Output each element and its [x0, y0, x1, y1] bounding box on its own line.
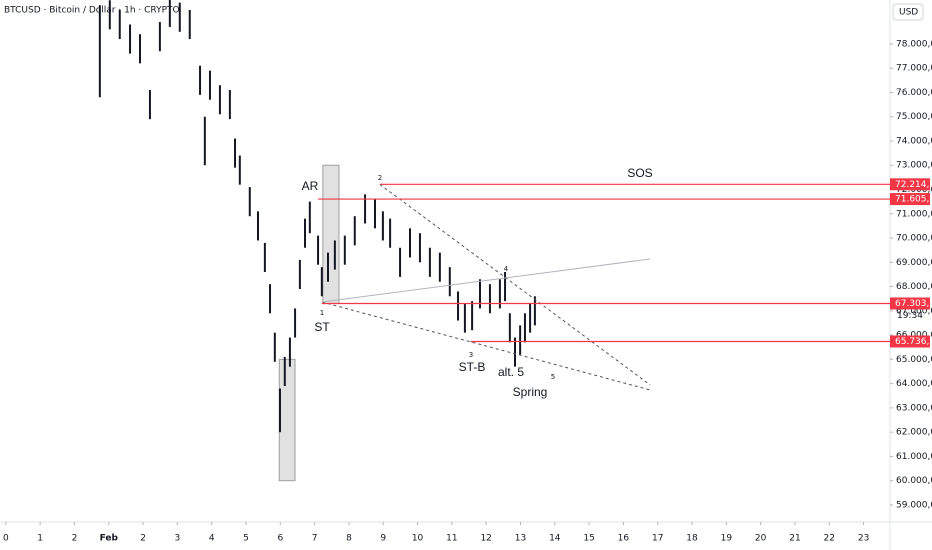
- level-tag: [890, 178, 930, 191]
- x-tick-label: 11: [446, 534, 457, 544]
- y-tick-label: 75.000,00: [896, 112, 932, 122]
- x-tick-label: 2: [72, 534, 78, 544]
- y-tick-label: 60.000,00: [896, 476, 932, 486]
- x-tick-label: 15: [583, 534, 594, 544]
- y-tick-label: 61.000,00: [896, 452, 932, 462]
- x-tick-label: 12: [480, 534, 491, 544]
- y-tick-label: 70.000,00: [896, 234, 932, 244]
- x-tick-label: 23: [858, 534, 869, 544]
- annotation: ST-B: [459, 360, 486, 374]
- y-tick-label: 62.000,00: [896, 428, 932, 438]
- x-tick-label: 7: [312, 534, 318, 544]
- annotation: 4: [504, 265, 509, 273]
- y-tick-label: 65.000,00: [896, 355, 932, 365]
- x-tick-label: 22: [824, 534, 835, 544]
- x-tick-label: 3: [175, 534, 181, 544]
- trendline: [321, 301, 651, 391]
- x-tick-label: 0: [3, 534, 9, 544]
- level-label: 65.736,22: [895, 337, 932, 347]
- annotation: Spring: [513, 385, 548, 399]
- currency-box[interactable]: [892, 3, 924, 21]
- y-tick-label: 67.000,00: [896, 306, 932, 316]
- annotation: 5: [551, 373, 555, 381]
- y-tick-label: 77.000,00: [896, 64, 932, 74]
- x-tick-label: 2: [140, 534, 146, 544]
- x-tick-label: 18: [686, 534, 698, 544]
- annotation: AR: [302, 179, 319, 193]
- y-tick-label: 63.000,00: [896, 403, 932, 413]
- x-tick-label: 8: [346, 534, 352, 544]
- annotation: 3: [469, 351, 473, 359]
- x-tick-label: 10: [412, 534, 424, 544]
- y-tick-label: 59.000,00: [896, 500, 932, 510]
- y-tick-label: 71.000,00: [896, 209, 932, 219]
- currency[interactable]: USD: [899, 8, 918, 18]
- x-tick-label: 17: [652, 534, 663, 544]
- x-tick-label: 16: [618, 534, 630, 544]
- x-tick-label: 9: [380, 534, 386, 544]
- y-tick-label: 74.000,00: [896, 136, 932, 146]
- x-tick-label: 14: [549, 534, 561, 544]
- x-tick-label: 4: [209, 534, 215, 544]
- annotation: alt. 5: [498, 365, 524, 379]
- level-label: 67.303,16: [895, 299, 932, 309]
- y-tick-label: 68.000,00: [896, 282, 932, 292]
- annotation: 1: [320, 309, 324, 317]
- x-tick-label: 19: [721, 534, 733, 544]
- range-box: [278, 358, 296, 482]
- level-tag: [890, 193, 930, 206]
- x-tick-label: 6: [277, 534, 283, 544]
- y-tick-label: 73.000,00: [896, 161, 932, 171]
- x-tick-label: Feb: [100, 534, 119, 544]
- x-tick-label: 21: [789, 534, 800, 544]
- y-tick-label: 64.000,00: [896, 379, 932, 389]
- trendline: [321, 258, 651, 303]
- countdown: 19:34: [897, 311, 923, 321]
- x-tick-label: 5: [243, 534, 249, 544]
- annotation: ST: [314, 320, 330, 334]
- x-tick-label: 20: [755, 534, 767, 544]
- trendline: [379, 183, 651, 386]
- y-tick-label: 78.000,00: [896, 39, 932, 49]
- level-tag: [890, 297, 930, 310]
- annotation: 2: [378, 174, 382, 182]
- range-box: [322, 164, 340, 305]
- y-tick-label: 76.000,00: [896, 88, 932, 98]
- y-tick-label: 69.000,00: [896, 258, 932, 268]
- level-tag: [890, 335, 930, 348]
- x-tick-label: 1: [37, 534, 43, 544]
- level-label: 71.605,84: [895, 195, 932, 205]
- chart-title: BTCUSD · Bitcoin / Dollar · 1h · CRYPTO: [4, 6, 180, 16]
- annotation: SOS: [627, 166, 652, 180]
- x-tick-label: 13: [515, 534, 526, 544]
- level-label: 72.214,13: [895, 180, 932, 190]
